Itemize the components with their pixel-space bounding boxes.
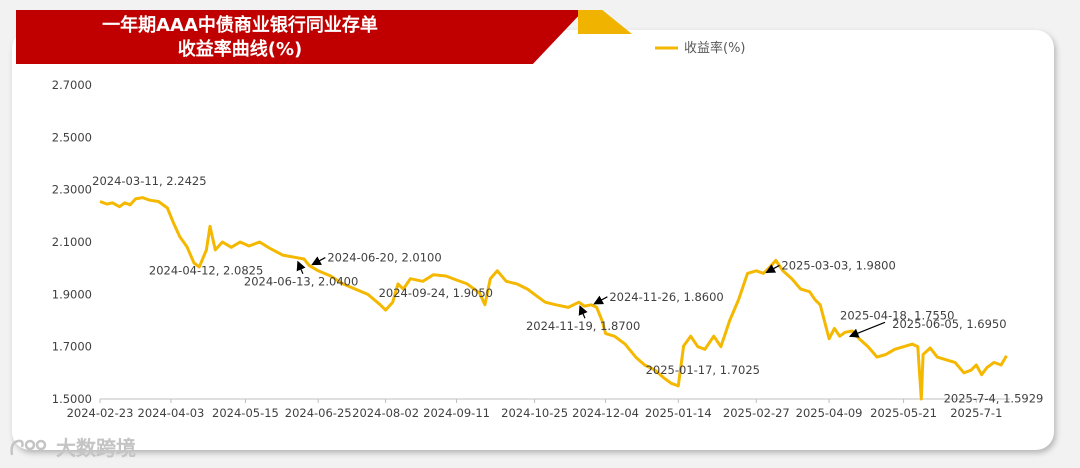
x-tick-label: 2024-12-04 xyxy=(572,406,639,420)
series-line xyxy=(99,196,1008,401)
data-annotation: 2024-11-19, 1.8700 xyxy=(526,319,640,333)
y-tick-label: 2.5000 xyxy=(52,130,92,144)
data-annotation: 2024-06-20, 2.0100 xyxy=(327,251,441,265)
annotation-arrow xyxy=(765,264,780,274)
x-tick-label: 2024-06-25 xyxy=(285,406,352,420)
x-tick-label: 2024-05-15 xyxy=(212,406,279,420)
annotation-arrow xyxy=(311,256,326,266)
watermark-logo-icon xyxy=(10,439,47,455)
chart-title-line1: 一年期AAA中债商业银行同业存单 xyxy=(102,15,378,36)
x-tick-label: 2025-01-14 xyxy=(645,406,712,420)
annotation-arrow xyxy=(848,321,886,338)
title-banner xyxy=(16,10,584,64)
legend-label: 收益率(%) xyxy=(684,40,746,56)
data-annotation: 2024-04-12, 2.0825 xyxy=(149,264,263,278)
chart-title-line2: 收益率曲线(%) xyxy=(177,39,303,60)
x-tick-label: 2024-04-03 xyxy=(138,406,205,420)
x-tick-label: 2024-02-23 xyxy=(67,406,134,420)
x-tick-label: 2025-04-09 xyxy=(796,406,863,420)
data-annotation: 2025-01-17, 1.7025 xyxy=(646,363,760,377)
chart-card xyxy=(12,30,1054,450)
x-tick-label: 2024-08-02 xyxy=(352,406,419,420)
x-tick-label: 2025-05-21 xyxy=(870,406,937,420)
x-tick-label: 2025-7-1 xyxy=(950,406,1002,420)
annotation-arrow xyxy=(593,295,608,305)
x-tick-label: 2025-02-27 xyxy=(723,406,790,420)
y-tick-label: 2.7000 xyxy=(52,78,92,92)
data-annotation: 2024-03-11, 2.2425 xyxy=(92,174,206,188)
data-annotation: 2024-06-13, 2.0400 xyxy=(244,275,358,289)
y-tick-label: 1.7000 xyxy=(52,340,92,354)
data-annotation: 2024-11-26, 1.8600 xyxy=(609,290,723,304)
chart-title: 一年期AAA中债商业银行同业存单 收益率曲线(%) xyxy=(40,14,440,62)
x-tick-label: 2024-09-11 xyxy=(423,406,490,420)
y-tick-label: 2.1000 xyxy=(52,235,92,249)
data-annotation: 2025-04-18, 1.7550 xyxy=(840,308,954,322)
x-tick-label: 2024-10-25 xyxy=(501,406,568,420)
y-tick-label: 1.9000 xyxy=(52,287,92,301)
data-annotation: 2025-7-4, 1.5929 xyxy=(944,392,1044,406)
watermark: 大数跨境 xyxy=(8,432,136,461)
data-annotation: 2024-09-24, 1.9050 xyxy=(379,286,493,300)
data-annotation: 2025-06-05, 1.6950 xyxy=(892,317,1006,331)
data-annotation: 2025-03-03, 1.9800 xyxy=(781,258,895,272)
annotation-arrow xyxy=(296,260,306,274)
y-tick-label: 2.3000 xyxy=(52,183,92,197)
annotation-arrow xyxy=(578,305,588,319)
watermark-text: 大数跨境 xyxy=(56,436,136,460)
y-tick-label: 1.5000 xyxy=(52,392,92,406)
